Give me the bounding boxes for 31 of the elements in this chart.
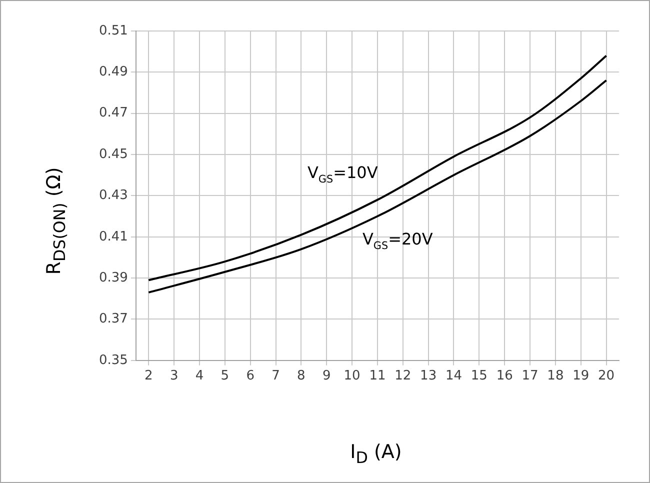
y-tick-label: 0.51 (98, 23, 128, 38)
x-tick-label: 17 (522, 368, 538, 384)
line-series (148, 79, 608, 294)
x-tick-label: 15 (470, 368, 488, 384)
x-tick-label: 16 (496, 368, 513, 384)
x-tick-label: 13 (420, 368, 437, 384)
x-tick-label: 14 (445, 368, 462, 384)
x-tick-label: 8 (297, 368, 306, 384)
line-series (148, 54, 608, 282)
x-tick-label: 12 (394, 368, 412, 384)
x-tick-label: 19 (572, 368, 590, 384)
x-tick-label: 6 (246, 368, 254, 384)
x-tick-label: 2 (144, 368, 153, 384)
x-axis-title: I$_{D}$ (A) (349, 441, 403, 467)
x-tick-label: 9 (322, 368, 331, 384)
x-tick-label: 3 (170, 368, 178, 384)
y-tick-label: 0.43 (98, 188, 128, 204)
y-tick-label: 0.41 (98, 229, 128, 244)
y-tick-label: 0.47 (98, 106, 128, 121)
x-tick-label: 5 (220, 368, 230, 384)
x-tick-label: 18 (547, 368, 564, 384)
x-tick-label: 7 (272, 368, 280, 384)
x-tick-label: 20 (598, 368, 615, 384)
y-tick-label: 0.39 (98, 270, 128, 286)
x-tick-label: 4 (195, 368, 204, 384)
y-tick-label: 0.35 (98, 352, 128, 368)
y-tick-label: 0.49 (98, 64, 128, 80)
x-tick-label: 11 (369, 368, 386, 384)
y-tick-label: 0.45 (98, 146, 128, 162)
y-tick-label: 0.37 (98, 312, 128, 327)
x-tick-label: 10 (344, 368, 360, 384)
